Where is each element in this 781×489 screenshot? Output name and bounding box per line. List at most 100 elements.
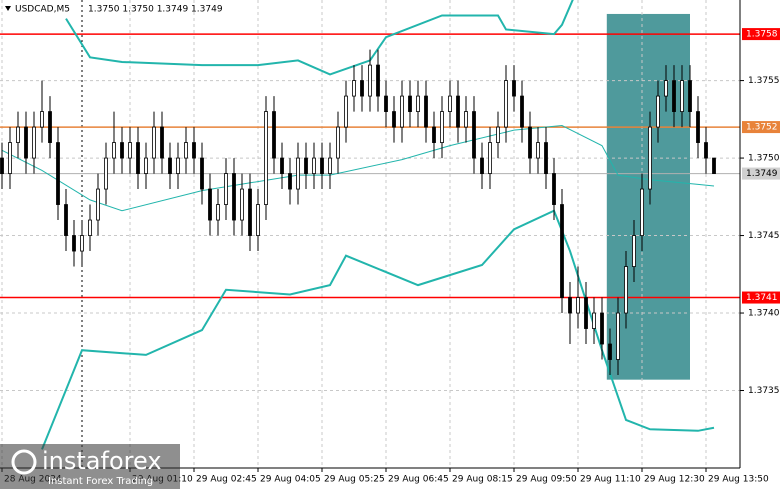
candle-body — [176, 157, 180, 174]
candle-body — [584, 297, 588, 329]
candle-body — [672, 80, 676, 112]
candle-body — [688, 80, 692, 112]
candle-body — [560, 204, 564, 298]
candle-body — [360, 80, 364, 97]
candle-body — [112, 142, 116, 159]
candle-body — [328, 157, 332, 174]
candle-body — [464, 111, 468, 128]
x-tick-label: 29 Aug 13:50 — [708, 475, 769, 485]
x-tick-label: 29 Aug 04:05 — [260, 475, 321, 485]
candle-body — [160, 126, 164, 159]
candle-body — [304, 157, 308, 174]
candle-body — [96, 188, 100, 221]
watermark: instaforex Instant Forex Trading — [0, 444, 180, 489]
candle-body — [520, 95, 524, 128]
bollinger-lower-band — [41, 209, 715, 450]
candle-body — [448, 95, 452, 112]
candle-body — [264, 111, 268, 205]
plot-area — [0, 0, 740, 468]
y-tick-label: 1.3745 — [748, 231, 780, 241]
menu-arrow — [5, 6, 11, 11]
highlight-box — [606, 13, 690, 380]
x-tick-label: 29 Aug 08:15 — [452, 475, 513, 485]
candle-body — [432, 126, 436, 143]
candle-body — [488, 142, 492, 174]
last-price-label: 1.3749 — [746, 169, 778, 179]
brand: instaforex — [42, 447, 162, 475]
quote: 1.3750 1.3750 1.3749 1.3749 — [88, 5, 223, 15]
candle-body — [56, 142, 60, 205]
candle-body — [624, 266, 628, 314]
candle-body — [648, 126, 652, 190]
candle-body — [384, 95, 388, 112]
candle-body — [616, 312, 620, 360]
candle-body — [496, 126, 500, 143]
candle-body — [248, 188, 252, 236]
x-tick-label: 29 Aug 09:50 — [516, 475, 577, 485]
level-label: 1.3758 — [746, 30, 778, 40]
candle-body — [216, 204, 220, 221]
candle-body — [656, 95, 660, 128]
candle-body — [80, 235, 84, 252]
candle-body — [152, 126, 156, 159]
x-tick-label: 29 Aug 05:25 — [324, 475, 385, 485]
last-price-bg — [742, 167, 780, 180]
candle-body — [392, 111, 396, 128]
candle-body — [600, 312, 604, 345]
candle-body — [208, 188, 212, 221]
candle-body — [280, 157, 284, 174]
candle-body — [8, 142, 12, 174]
candle-body — [312, 157, 316, 174]
candle-body — [104, 157, 108, 190]
candle-body — [528, 126, 532, 159]
candle-body — [224, 173, 228, 205]
candle-body — [504, 80, 508, 128]
symbol: USDCAD,M5 — [15, 5, 70, 15]
candle-body — [568, 297, 572, 314]
y-tick-label: 1.3755 — [748, 76, 780, 86]
candle-body — [696, 111, 700, 143]
candle-body — [120, 142, 124, 159]
candle-body — [16, 126, 20, 143]
candle-body — [168, 157, 172, 174]
y-tick-label: 1.3735 — [748, 386, 780, 396]
candle-body — [544, 142, 548, 174]
level-label-bg — [742, 291, 780, 304]
candle-body — [32, 126, 36, 159]
candle-body — [408, 95, 412, 112]
candle-body — [64, 204, 68, 236]
candle-body — [552, 173, 556, 205]
candle-body — [640, 188, 644, 236]
candle-body — [664, 80, 668, 97]
candle-body — [136, 142, 140, 174]
x-tick-label: 29 Aug 12:30 — [644, 475, 705, 485]
candle-body — [416, 95, 420, 112]
candle-body — [632, 235, 636, 267]
candle-body — [576, 297, 580, 314]
candle-body — [288, 173, 292, 190]
candle-body — [680, 80, 684, 112]
candle-body — [88, 219, 92, 236]
candle-body — [608, 343, 612, 360]
candle-body — [336, 126, 340, 159]
level-label-bg — [742, 28, 780, 41]
y-tick-label: 1.3750 — [748, 154, 780, 164]
candle-body — [368, 64, 372, 97]
candle-body — [400, 95, 404, 128]
candle-body — [256, 204, 260, 236]
candle-body — [320, 157, 324, 174]
candle-body — [376, 64, 380, 97]
level-label: 1.3741 — [746, 293, 778, 303]
candle-body — [440, 111, 444, 143]
candle-body — [592, 312, 596, 329]
candle-body — [712, 157, 716, 174]
candle-body — [240, 188, 244, 221]
candle-body — [456, 95, 460, 128]
candle-body — [24, 126, 28, 159]
candle-body — [184, 142, 188, 159]
level-label: 1.3752 — [746, 123, 778, 133]
x-tick-label: 29 Aug 11:10 — [580, 475, 641, 485]
level-label-bg — [742, 121, 780, 134]
candle-body — [128, 142, 132, 159]
